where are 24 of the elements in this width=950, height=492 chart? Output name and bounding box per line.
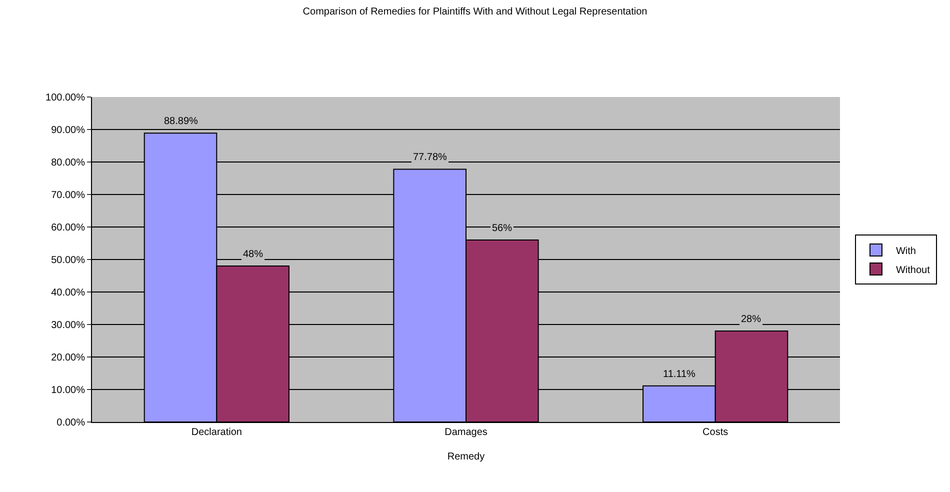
x-tick-label: Damages: [444, 427, 488, 438]
data-label: 48%: [243, 249, 264, 260]
y-tick-label: 100.00%: [46, 92, 86, 104]
x-tick-label: Declaration: [191, 427, 242, 438]
legend-label: With: [896, 246, 916, 257]
y-tick-label: 40.00%: [51, 288, 86, 298]
y-tick-label: 90.00%: [51, 125, 86, 136]
y-tick-label: 80.00%: [51, 158, 86, 168]
y-tick-label: 60.00%: [51, 222, 86, 234]
y-tick-label: 0.00%: [56, 418, 86, 428]
x-tick-label: Costs: [702, 427, 728, 438]
legend-label: Without: [896, 264, 930, 276]
data-label: 77.78%: [413, 152, 448, 163]
data-label: 88.89%: [164, 116, 198, 127]
x-axis-title: Remedy: [447, 452, 485, 462]
y-tick-label: 20.00%: [51, 352, 86, 364]
y-tick-label: 50.00%: [51, 255, 86, 266]
y-tick-label: 30.00%: [51, 320, 86, 331]
chart-title: Comparison of Remedies for Plaintiffs With and Without Legal Representation: [302, 6, 648, 18]
data-label: 56%: [492, 223, 512, 234]
data-label: 11.11%: [663, 369, 696, 380]
y-tick-label: 70.00%: [51, 190, 86, 201]
y-tick-label: 10.00%: [51, 385, 86, 396]
data-label: 28%: [741, 314, 762, 325]
